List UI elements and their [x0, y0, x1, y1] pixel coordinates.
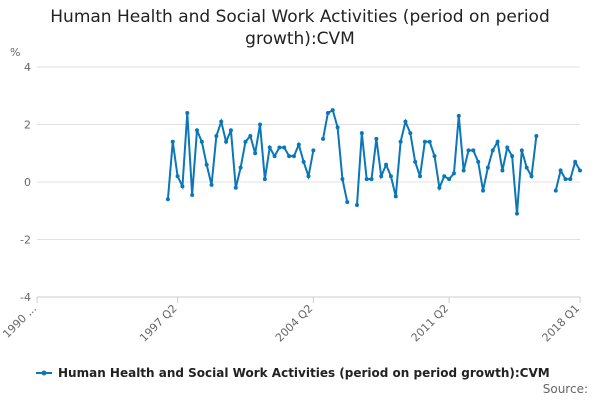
data-point	[461, 168, 466, 173]
data-point	[388, 174, 393, 179]
data-point	[267, 145, 272, 150]
data-point	[311, 148, 316, 153]
data-point	[553, 188, 558, 193]
legend-symbol	[41, 370, 47, 376]
data-point	[408, 131, 413, 136]
data-point	[403, 119, 408, 124]
data-point	[413, 159, 418, 164]
data-point	[418, 174, 423, 179]
data-point	[578, 168, 582, 173]
data-point	[277, 145, 282, 150]
data-point	[253, 151, 258, 156]
data-point	[369, 177, 374, 182]
y-axis-label: %	[10, 46, 20, 59]
data-point	[485, 165, 490, 170]
x-tick-label: 1997 Q2	[137, 302, 180, 345]
data-point	[466, 148, 471, 153]
data-point	[374, 136, 379, 141]
data-point	[529, 174, 534, 179]
data-point	[519, 148, 524, 153]
data-point	[291, 154, 296, 159]
y-tick-label: -2	[20, 234, 31, 247]
data-point	[505, 145, 510, 150]
data-point	[471, 148, 476, 153]
data-point	[262, 177, 267, 182]
data-point	[354, 203, 359, 207]
data-point	[165, 197, 170, 202]
y-tick-label: 2	[24, 119, 31, 132]
data-point	[379, 174, 384, 179]
data-point	[219, 119, 224, 124]
series-line	[166, 108, 581, 214]
data-point	[573, 159, 578, 164]
x-tick-label: 2011 Q2	[409, 302, 452, 345]
data-point	[233, 185, 238, 190]
data-point	[432, 154, 437, 159]
data-point	[209, 182, 214, 187]
data-point	[325, 111, 330, 115]
data-point	[500, 168, 505, 173]
data-point	[364, 177, 369, 182]
data-point	[321, 136, 326, 141]
source: Source:	[543, 382, 588, 396]
chart-title: Human Health and Social Work Activities …	[50, 7, 550, 49]
data-point	[296, 142, 301, 147]
data-point	[238, 165, 243, 170]
data-point	[272, 154, 277, 159]
data-point	[306, 174, 311, 179]
data-point	[335, 125, 340, 130]
data-point	[427, 139, 432, 144]
data-point	[510, 154, 515, 159]
data-point	[170, 139, 175, 144]
data-point	[199, 139, 204, 144]
data-point	[214, 134, 219, 138]
data-point	[258, 122, 263, 127]
data-point	[422, 139, 427, 144]
y-tick-label: 4	[24, 61, 31, 74]
data-point	[456, 113, 461, 118]
data-point	[359, 131, 364, 136]
data-point	[190, 192, 195, 197]
data-point	[393, 194, 398, 199]
data-point	[568, 177, 573, 182]
data-point	[437, 185, 442, 190]
data-point	[228, 128, 233, 133]
data-point	[451, 171, 456, 176]
data-point	[534, 134, 539, 138]
data-point	[476, 159, 481, 164]
data-point	[287, 154, 292, 159]
y-tick-label: -4	[20, 291, 31, 304]
x-tick-label: 1990 ...	[0, 302, 39, 341]
data-point	[282, 145, 287, 150]
y-tick-label: 0	[24, 176, 31, 189]
data-point	[185, 111, 190, 115]
data-point	[384, 162, 389, 167]
data-point	[514, 211, 519, 216]
x-tick-label: 2004 Q2	[273, 302, 316, 345]
data-point	[180, 184, 185, 189]
legend-label: Human Health and Social Work Activities …	[58, 366, 550, 380]
data-point	[398, 139, 403, 144]
data-point	[194, 128, 199, 133]
data-point	[330, 108, 335, 113]
data-point	[345, 200, 350, 205]
data-point	[204, 162, 209, 167]
data-point	[495, 139, 500, 144]
data-point	[301, 159, 306, 164]
data-point	[524, 165, 529, 170]
data-point	[243, 139, 248, 144]
data-point	[175, 174, 180, 179]
data-point	[490, 148, 495, 153]
data-point	[563, 177, 568, 182]
data-point	[224, 139, 229, 144]
data-point	[248, 134, 253, 138]
data-point	[442, 174, 447, 179]
data-point	[447, 177, 452, 182]
data-point	[481, 188, 486, 193]
data-point	[340, 177, 345, 182]
data-point	[558, 168, 563, 173]
x-tick-label: 2018 Q1	[540, 302, 583, 345]
